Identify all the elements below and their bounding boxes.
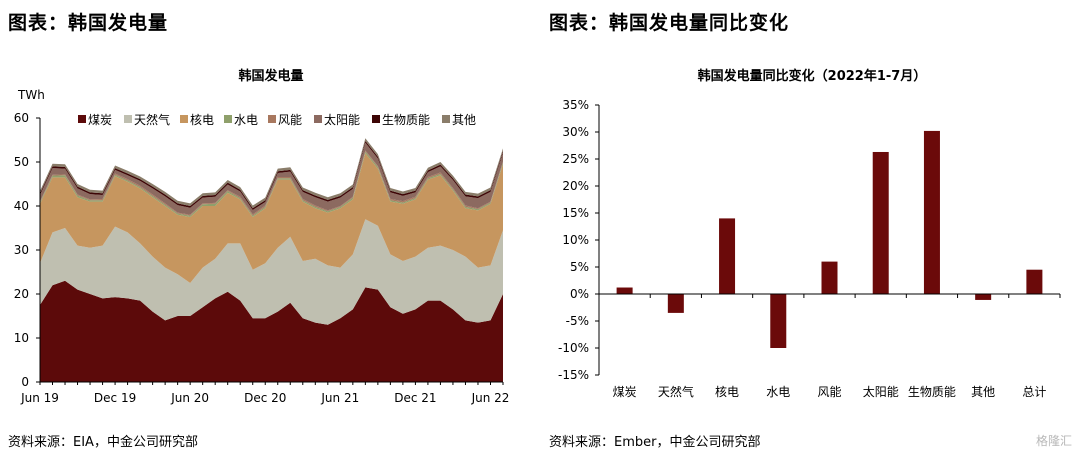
x-tick-label: Dec 20 <box>244 391 286 405</box>
x-tick-label: Jun 22 <box>471 391 510 405</box>
x-tick-label: Dec 21 <box>394 391 436 405</box>
y-tick-label: 40 <box>14 199 29 213</box>
y-tick-label: 35% <box>562 98 589 112</box>
y-tick-label: 60 <box>14 111 29 125</box>
x-category-label: 水电 <box>766 385 790 399</box>
y-tick-label: 20 <box>14 287 29 301</box>
area-series-3 <box>40 153 503 283</box>
area-series-4 <box>40 151 503 217</box>
legend-label: 煤炭 <box>88 113 112 127</box>
x-category-label: 太阳能 <box>863 384 899 399</box>
watermark-logo: 格隆汇 <box>1035 434 1072 448</box>
stacked-area-chart: 韩国发电量 TWh 0 10 20 30 40 50 60 Jun 19 Dec 19 Jun 20 D… <box>14 68 510 405</box>
bar-7 <box>923 130 940 294</box>
left-chart-title: 韩国发电量 <box>238 68 303 84</box>
area-series-5 <box>40 150 503 216</box>
bar-5 <box>821 261 838 294</box>
yoy-bar-chart: 韩国发电量同比变化（2022年1-7月） -15% -10% -5% 0% 5% 10% 15… <box>558 68 1061 399</box>
y-tick-label: -5% <box>566 314 589 328</box>
y-tick-label: 10% <box>562 233 589 247</box>
x-category-label: 生物质能 <box>908 385 956 399</box>
legend-label: 天然气 <box>134 112 170 127</box>
x-category-label: 核电 <box>715 385 739 399</box>
x-tick-label: Dec 19 <box>94 391 136 405</box>
y-tick-label: 5% <box>570 260 589 274</box>
bar-4 <box>770 294 787 348</box>
y-axis-unit-label: TWh <box>17 88 45 102</box>
right-panel-heading: 图表：韩国发电量同比变化 <box>549 12 790 34</box>
x-tick-label: Jun 20 <box>170 391 209 405</box>
y-tick-label: 15% <box>562 206 589 220</box>
legend-swatch <box>78 115 86 123</box>
left-panel-heading: 图表：韩国发电量 <box>8 12 169 34</box>
y-tick-label: 0% <box>570 287 589 301</box>
legend-label: 其他 <box>452 113 476 127</box>
y-tick-label: 0 <box>21 375 29 389</box>
bar-8 <box>975 294 992 300</box>
x-tick-label: Jun 21 <box>320 391 359 405</box>
x-category-label: 总计 <box>1022 385 1046 399</box>
area-series-6 <box>40 142 503 215</box>
legend-label: 风能 <box>278 113 302 127</box>
right-source-note: 资料来源：Ember，中金公司研究部 <box>549 435 761 450</box>
x-category-label: 天然气 <box>658 384 694 399</box>
y-tick-label: 10 <box>14 331 29 345</box>
area-series-2 <box>40 219 503 325</box>
y-tick-label: 30% <box>562 125 589 139</box>
x-category-label: 煤炭 <box>613 385 637 399</box>
bar-3 <box>719 218 736 294</box>
legend-label: 太阳能 <box>324 112 360 127</box>
legend-label: 水电 <box>234 113 258 127</box>
legend-swatch <box>224 115 232 123</box>
x-category-label: 风能 <box>817 385 841 399</box>
x-tick-label: Jun 19 <box>20 391 59 405</box>
area-series-8 <box>40 138 503 209</box>
bar-9 <box>1026 269 1043 294</box>
y-tick-label: -15% <box>558 368 589 382</box>
legend-swatch <box>180 115 188 123</box>
area-series-1 <box>40 280 503 382</box>
legend-swatch <box>124 115 132 123</box>
right-chart-title: 韩国发电量同比变化（2022年1-7月） <box>698 68 927 84</box>
y-tick-label: 25% <box>562 152 589 166</box>
legend-swatch <box>442 115 450 123</box>
x-category-label: 其他 <box>971 385 995 399</box>
left-source-note: 资料来源：EIA，中金公司研究部 <box>8 435 198 450</box>
y-tick-label: 20% <box>562 179 589 193</box>
y-tick-label: 30 <box>14 243 29 257</box>
legend-label: 生物质能 <box>382 113 430 127</box>
y-tick-label: 50 <box>14 155 29 169</box>
bar-6 <box>872 151 889 294</box>
legend-swatch <box>268 115 276 123</box>
bar-2 <box>667 294 684 313</box>
legend-label: 核电 <box>190 113 214 127</box>
legend-swatch <box>372 115 380 123</box>
bar-1 <box>616 287 633 294</box>
y-tick-label: -10% <box>558 341 589 355</box>
legend-swatch <box>314 115 322 123</box>
